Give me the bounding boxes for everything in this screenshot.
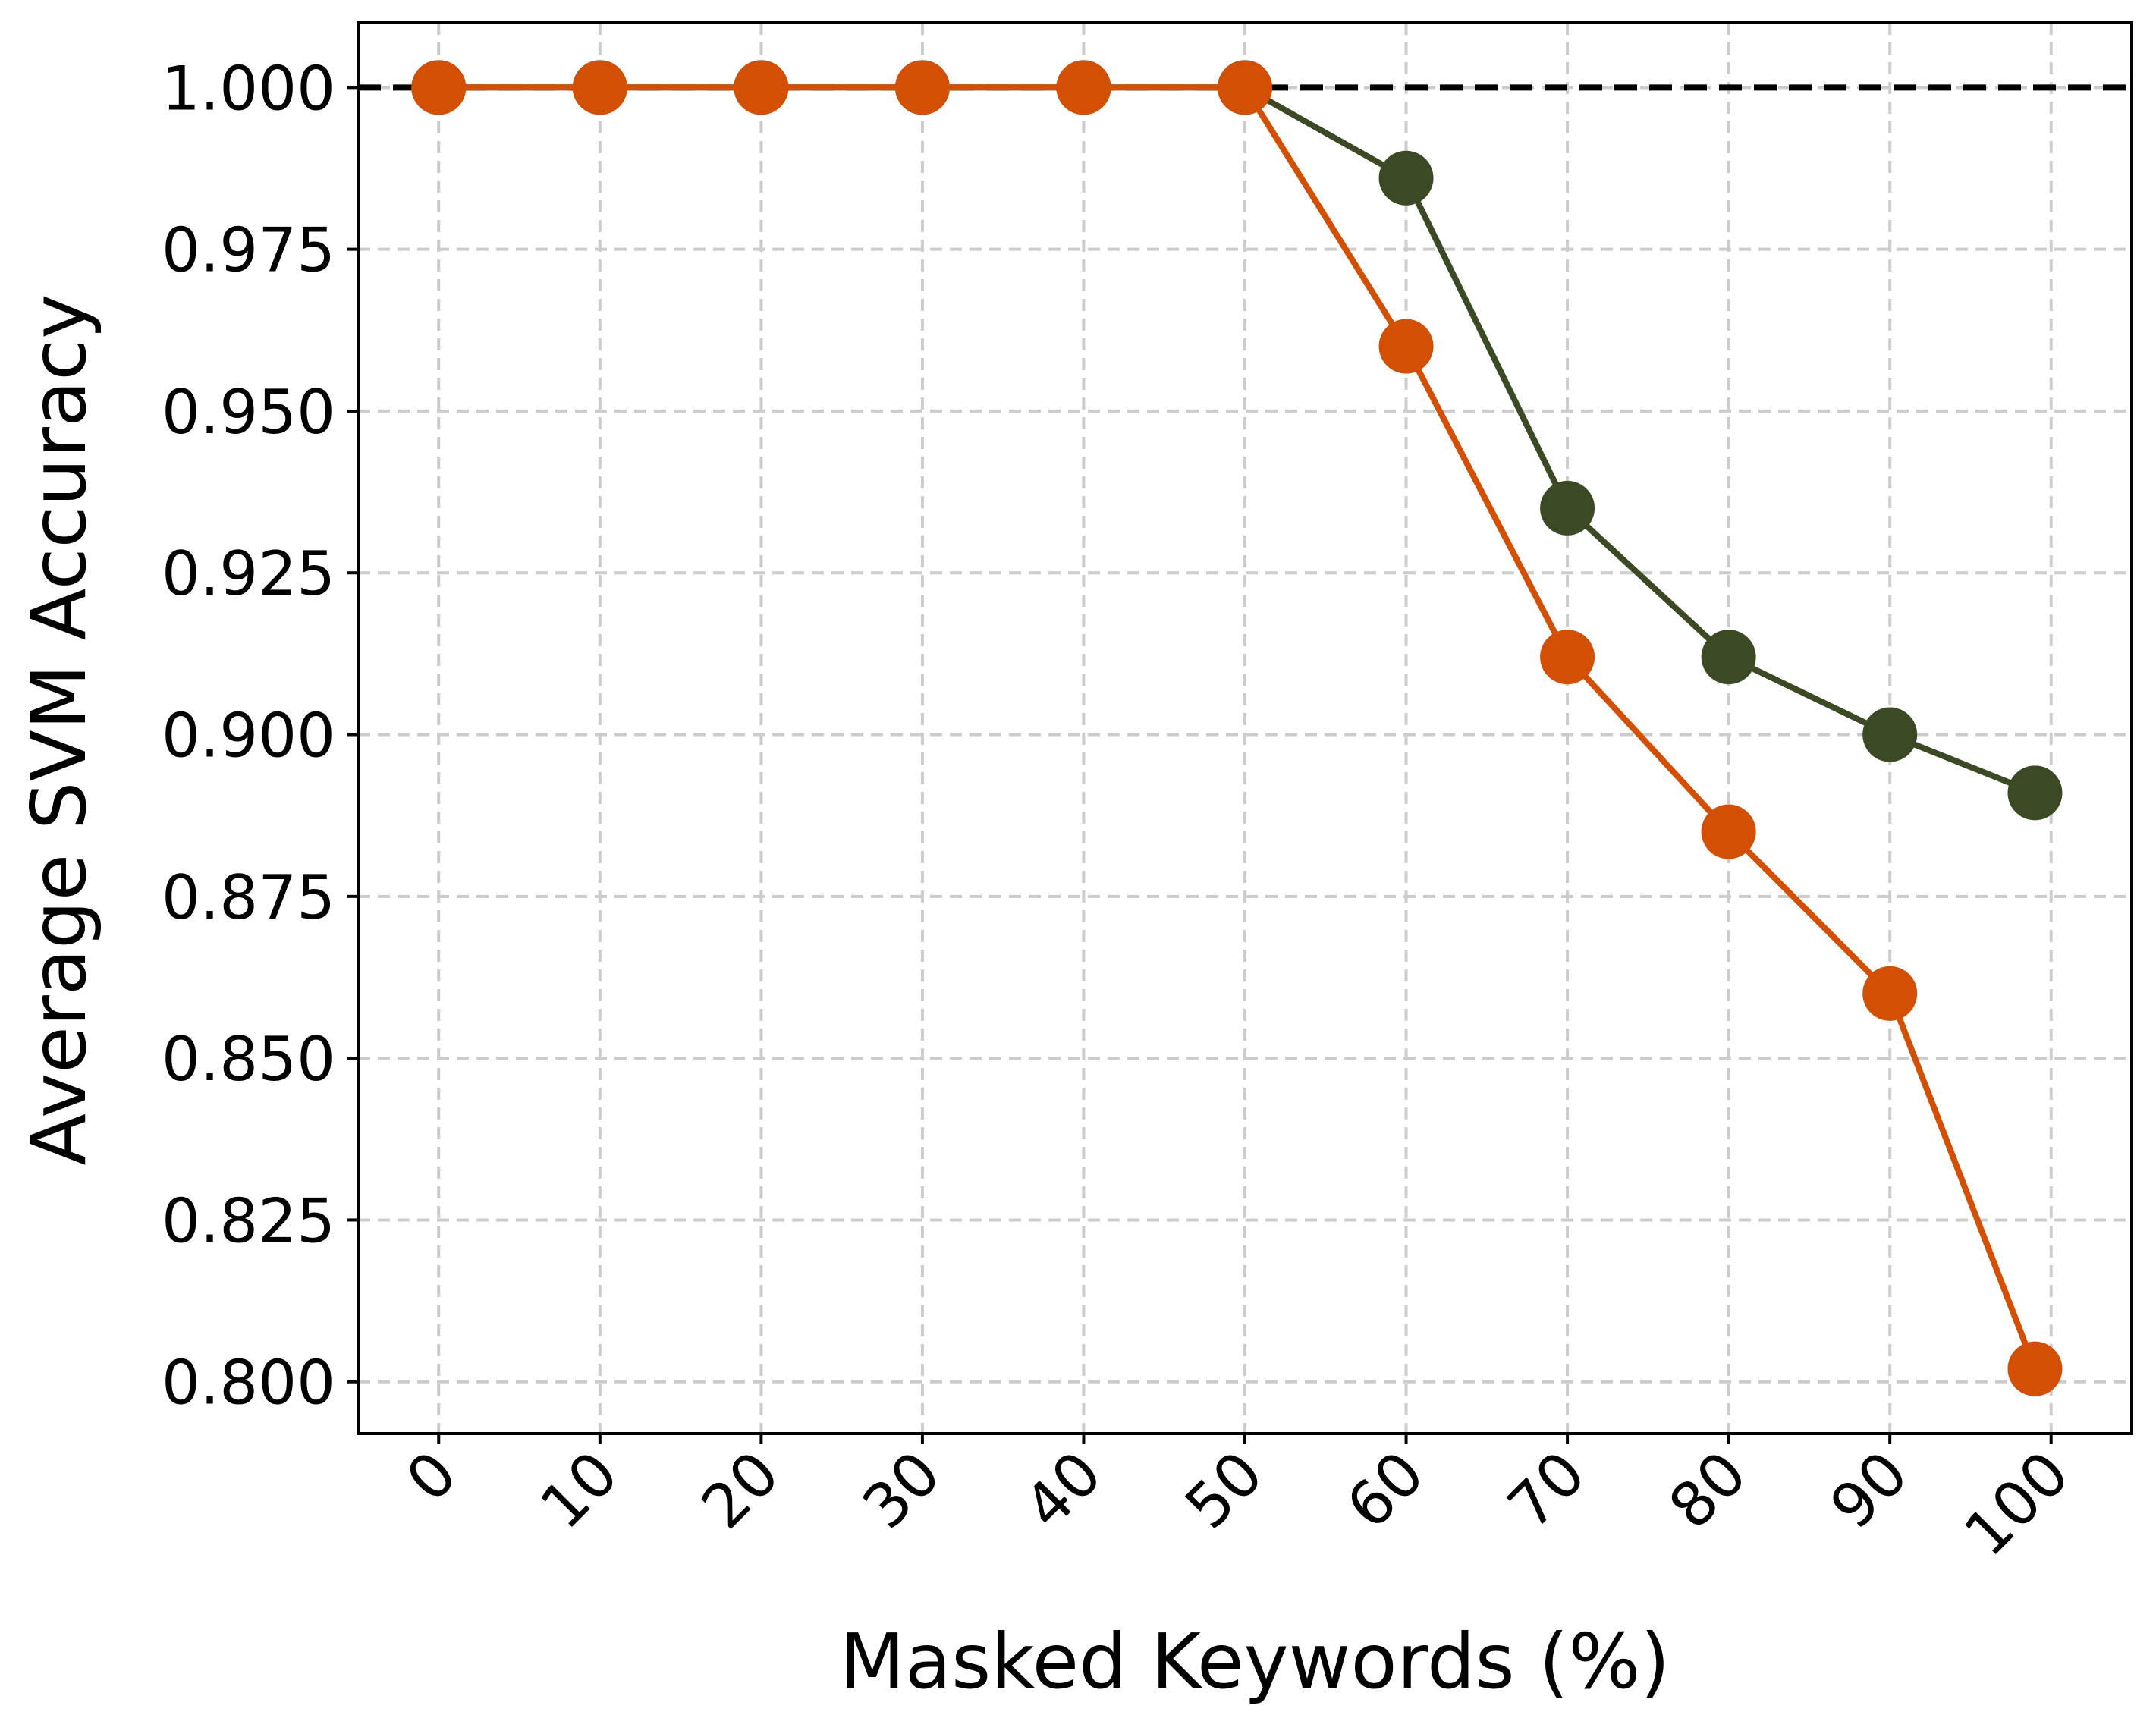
data-point [1862, 707, 1918, 762]
data-point [1862, 966, 1918, 1021]
y-tick-label: 0.800 [162, 1348, 335, 1418]
x-axis-label: Masked Keywords (%) [840, 1617, 1670, 1706]
data-point [734, 60, 789, 115]
data-point [1540, 480, 1595, 536]
y-tick-label: 0.825 [162, 1186, 335, 1256]
data-point [894, 60, 950, 115]
data-point [1378, 150, 1434, 206]
y-tick-label: 0.875 [162, 862, 335, 933]
data-point [2007, 765, 2063, 821]
data-point [572, 60, 627, 115]
data-point [1056, 60, 1111, 115]
y-tick-label: 0.975 [162, 215, 335, 286]
data-point [1540, 630, 1595, 685]
data-point [411, 60, 467, 115]
y-tick-label: 1.000 [162, 53, 335, 124]
y-tick-label: 0.900 [162, 701, 335, 771]
y-tick-label: 0.850 [162, 1024, 335, 1095]
data-point [1218, 60, 1272, 115]
data-point [1378, 319, 1434, 374]
data-point [1701, 630, 1756, 685]
data-point [2007, 1341, 2063, 1396]
y-tick-labels: 1.000 0.975 0.950 0.925 0.900 0.875 0.850 0.825… [162, 53, 358, 1418]
y-tick-label: 0.925 [162, 539, 335, 609]
series-layer [411, 60, 2063, 1396]
y-axis-label: Average SVM Accuracy [14, 294, 103, 1166]
series-2 [411, 60, 2063, 1396]
y-tick-label: 0.950 [162, 377, 335, 448]
data-point [1701, 804, 1756, 859]
grid [358, 23, 2132, 1434]
